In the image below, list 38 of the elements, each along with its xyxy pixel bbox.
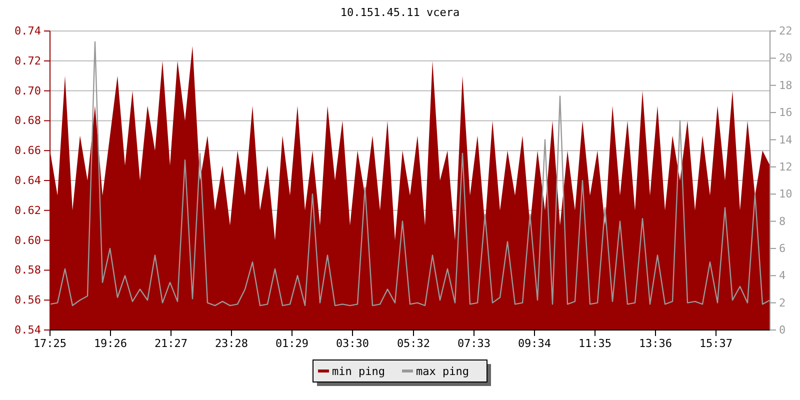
y2-tick-label: 14 (779, 133, 793, 146)
y2-tick-label: 6 (779, 242, 786, 255)
y2-tick-label: 18 (779, 78, 792, 92)
y-tick-label: 0.54 (14, 324, 42, 337)
y2-tick-label: 4 (779, 269, 786, 282)
legend-label: max ping (416, 365, 469, 378)
x-tick-label: 07:33 (457, 336, 491, 350)
x-tick-label: 15:37 (699, 336, 733, 350)
y-tick-label: 0.66 (14, 144, 41, 158)
y2-tick-label: 22 (779, 24, 792, 38)
y-tick-label: 0.64 (14, 174, 42, 188)
y-tick-label: 0.74 (14, 24, 42, 38)
x-tick-label: 05:32 (396, 336, 430, 350)
y2-tick-label: 20 (779, 52, 792, 65)
x-tick-label: 21:27 (154, 336, 188, 350)
x-tick-label: 23:28 (214, 336, 248, 350)
y2-tick-label: 2 (779, 296, 786, 310)
y2-tick-label: 12 (779, 160, 792, 174)
x-tick-label: 17:25 (33, 336, 67, 350)
y-tick-label: 0.60 (14, 234, 41, 247)
legend-label: min ping (332, 365, 385, 378)
y-tick-label: 0.62 (14, 204, 41, 217)
y-tick-label: 0.68 (14, 114, 41, 128)
x-tick-label: 19:26 (94, 336, 128, 350)
y-tick-label: 0.70 (14, 84, 41, 98)
x-tick-label: 01:29 (275, 336, 309, 350)
y2-tick-label: 10 (779, 188, 792, 201)
y-tick-label: 0.58 (14, 264, 41, 277)
y2-tick-label: 8 (779, 214, 786, 228)
x-tick-label: 11:35 (578, 336, 612, 350)
y-tick-label: 0.72 (14, 54, 41, 68)
chart-title: 10.151.45.11 vcera (340, 6, 460, 19)
y2-tick-label: 16 (779, 106, 792, 120)
x-tick-label: 09:34 (518, 336, 552, 350)
x-tick-label: 13:36 (638, 336, 672, 350)
y-tick-label: 0.56 (14, 294, 41, 307)
y2-tick-label: 0 (779, 324, 786, 337)
x-tick-label: 03:30 (336, 336, 370, 350)
